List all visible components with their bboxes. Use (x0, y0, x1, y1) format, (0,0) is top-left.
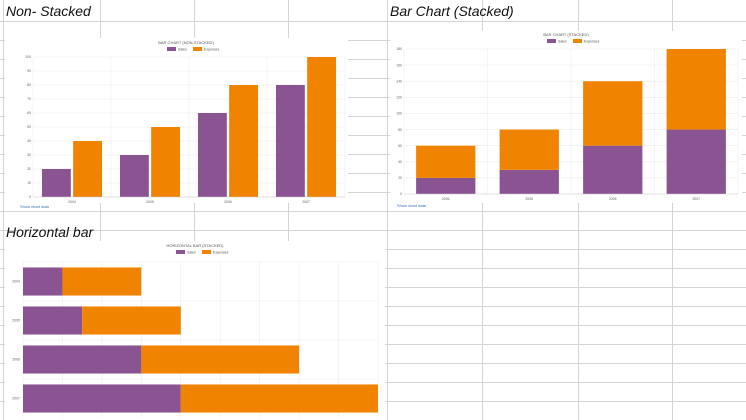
bar-sales-2006 (583, 145, 643, 194)
y-tick-label: 20 (27, 167, 31, 171)
bar-sales-2004 (41, 169, 71, 197)
bar-sales-2007 (275, 85, 305, 197)
bar-sales-2006 (197, 113, 227, 197)
y-tick-label: 20 (398, 176, 402, 180)
section-title-stacked: Bar Chart (Stacked) (390, 3, 514, 19)
y-tick-label: 2006 (12, 358, 20, 362)
y-tick-label: 70 (27, 97, 31, 101)
bar-sales-2005 (119, 155, 149, 197)
bar-sales-2005 (499, 169, 559, 194)
bar-sales-2006 (23, 345, 142, 374)
y-tick-label: 60 (27, 111, 31, 115)
y-tick-label: 60 (398, 144, 402, 148)
bar-expenses-2005 (151, 127, 181, 197)
bar-expenses-2007 (666, 49, 726, 130)
bar-sales-2004 (416, 177, 476, 194)
y-tick-label: 180 (396, 47, 402, 51)
x-tick-label: 2004 (442, 197, 450, 201)
y-tick-label: 140 (396, 79, 402, 83)
y-tick-label: 40 (27, 139, 31, 143)
y-tick-label: 30 (27, 153, 31, 157)
y-tick-label: 2005 (12, 319, 20, 323)
bar-expenses-2006 (229, 85, 259, 197)
y-tick-label: 160 (396, 63, 402, 67)
chart-panel-stacked: BAR CHART (STACKED) Sales Expenses 0 20 40 60 8… (390, 31, 742, 208)
legend-swatch-sales (547, 39, 556, 43)
bar-expenses-2007 (180, 384, 378, 413)
y-tick-label: 80 (398, 128, 402, 132)
x-tick-label: 2006 (224, 200, 232, 203)
y-tick-label: 10 (27, 181, 31, 185)
bar-expenses-2005 (499, 129, 559, 170)
bar-expenses-2004 (62, 267, 142, 296)
x-tick-label: 2007 (302, 200, 310, 203)
legend-label-expenses: Expenses (204, 48, 220, 52)
y-tick-label: 80 (27, 83, 31, 87)
chart-title: BAR CHART (STACKED) (543, 32, 589, 37)
y-tick-label: 0 (29, 195, 31, 199)
bar-expenses-2006 (141, 345, 300, 374)
legend-label-expenses: Expenses (584, 40, 600, 44)
legend-swatch-sales (167, 47, 176, 51)
y-tick-label: 90 (27, 69, 31, 73)
legend-swatch-expenses (573, 39, 582, 43)
chart-title: HORIZONTAL BAR (STACKED) (166, 243, 224, 248)
y-tick-label: 100 (396, 112, 402, 116)
x-tick-label: 2007 (692, 197, 700, 201)
legend-swatch-expenses (202, 250, 211, 254)
x-tick-label: 2005 (525, 197, 533, 201)
bar-sales-2007 (23, 384, 181, 413)
bar-expenses-2004 (416, 145, 476, 178)
y-tick-label: 50 (27, 125, 31, 129)
legend-swatch-sales (176, 250, 185, 254)
legend-swatch-expenses (193, 47, 202, 51)
x-tick-label: 2005 (146, 200, 154, 203)
bar-expenses-2005 (82, 306, 181, 335)
show-chart-data-link-2[interactable]: Show chart data (397, 203, 426, 208)
y-tick-label: 100 (25, 55, 31, 59)
bar-expenses-2004 (73, 141, 103, 197)
show-chart-data-link-1[interactable]: Show chart data (20, 204, 49, 209)
chart-panel-non-stacked: BAR CHART (NON-STACKED) Sales Expenses 0 10 2… (5, 38, 348, 209)
y-tick-label: 120 (396, 96, 402, 100)
y-tick-label: 40 (398, 160, 402, 164)
chart-title: BAR CHART (NON-STACKED) (158, 40, 214, 45)
section-title-non-stacked: Non- Stacked (6, 3, 91, 19)
y-tick-label: 2007 (12, 397, 20, 401)
bar-sales-2005 (23, 306, 83, 335)
y-tick-label: 2004 (12, 280, 20, 284)
x-tick-label: 2004 (68, 200, 76, 203)
bar-sales-2004 (23, 267, 63, 296)
x-tick-label: 2006 (609, 197, 617, 201)
legend-label-sales: Sales (558, 40, 567, 44)
chart-non-stacked: BAR CHART (NON-STACKED) Sales Expenses 0 10 2… (25, 40, 346, 203)
bar-expenses-2007 (307, 57, 337, 197)
chart-stacked: BAR CHART (STACKED) Sales Expenses 0 20 40 60 8… (396, 32, 739, 201)
legend-label-sales: Sales (187, 251, 196, 255)
section-title-horizontal: Horizontal bar (6, 224, 94, 240)
bar-expenses-2006 (583, 81, 643, 146)
chart-panel-horizontal: HORIZONTAL BAR (STACKED) Sales Expenses 200… (5, 241, 385, 420)
legend-label-sales: Sales (178, 48, 187, 52)
legend-label-expenses: Expenses (213, 251, 229, 255)
chart-horizontal: HORIZONTAL BAR (STACKED) Sales Expenses 200… (12, 243, 379, 418)
bar-sales-2007 (666, 129, 726, 194)
y-tick-label: 0 (400, 192, 402, 196)
